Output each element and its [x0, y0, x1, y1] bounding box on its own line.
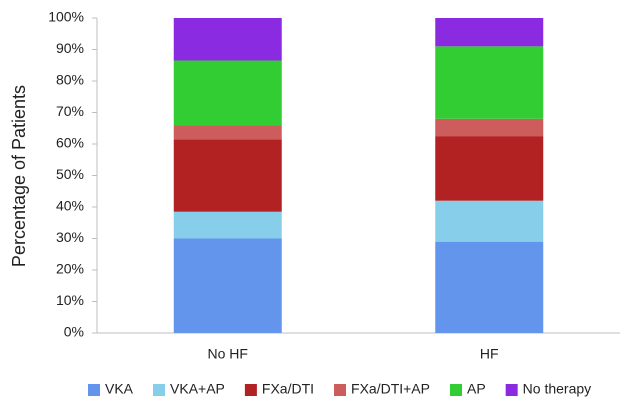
legend-label: No therapy — [523, 381, 591, 397]
y-tick-label: 80% — [56, 72, 84, 88]
y-tick-label: 0% — [64, 324, 84, 340]
bar-segment — [173, 18, 282, 61]
x-tick-label: No HF — [208, 346, 248, 362]
bar-segment — [173, 139, 282, 212]
bar-segment — [435, 46, 544, 119]
legend-swatch — [244, 384, 257, 396]
y-tick-label: 30% — [56, 229, 84, 245]
bar-segment — [435, 136, 544, 201]
y-tick-label: 100% — [48, 9, 84, 25]
bar-segment — [173, 211, 282, 239]
bar-segment — [435, 118, 544, 137]
bar-segment — [173, 60, 282, 126]
legend-swatch — [153, 384, 166, 396]
legend-label: VKA — [105, 381, 134, 397]
legend-swatch — [505, 384, 518, 396]
legend-swatch — [334, 384, 347, 396]
x-tick-label: HF — [480, 346, 499, 362]
legend-label: FXa/DTI+AP — [351, 381, 430, 397]
bar-segment — [435, 18, 544, 47]
y-tick-label: 20% — [56, 261, 84, 277]
bar-segment — [173, 125, 282, 140]
legend-swatch — [88, 384, 100, 396]
legend-swatch — [449, 384, 462, 396]
bar-segment — [435, 200, 544, 242]
y-tick-label: 10% — [56, 292, 84, 308]
y-axis-label: Percentage of Patients — [9, 85, 29, 267]
y-tick-label: 50% — [56, 166, 84, 182]
bar-segment — [173, 238, 282, 333]
bar-segment — [435, 241, 544, 333]
y-tick-label: 90% — [56, 40, 84, 56]
legend-label: VKA+AP — [170, 381, 225, 397]
y-tick-label: 70% — [56, 103, 84, 119]
legend-label: AP — [467, 381, 486, 397]
legend-label: FXa/DTI — [262, 381, 314, 397]
y-tick-label: 60% — [56, 135, 84, 151]
y-tick-label: 40% — [56, 198, 84, 214]
